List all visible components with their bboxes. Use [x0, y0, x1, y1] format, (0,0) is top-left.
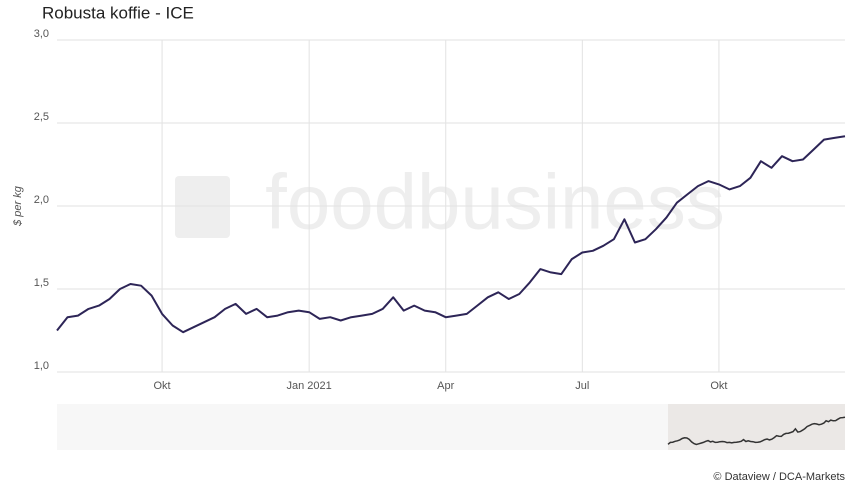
y-tick-label: 2,0: [34, 194, 49, 206]
y-tick-label: 1,0: [34, 360, 49, 372]
y-tick-label: 1,5: [34, 277, 49, 289]
credit: © Dataview / DCA-Markets: [713, 471, 845, 483]
y-tick-label: 3,0: [34, 28, 49, 40]
x-tick-label: Apr: [437, 380, 454, 392]
y-tick-label: 2,5: [34, 111, 49, 123]
x-tick-label: Jul: [575, 380, 589, 392]
navigator-line: [667, 416, 846, 446]
x-tick-label: Jan 2021: [287, 380, 332, 392]
navigator-background: [57, 404, 668, 450]
watermark: foodbusiness: [265, 158, 725, 246]
x-tick-label: Okt: [154, 380, 171, 392]
y-axis-label: $ per kg: [12, 185, 24, 227]
x-tick-label: Okt: [710, 380, 727, 392]
line-series: [56, 135, 846, 334]
watermark-logo: [175, 176, 230, 238]
chart-title: Robusta koffie - ICE: [42, 3, 194, 22]
